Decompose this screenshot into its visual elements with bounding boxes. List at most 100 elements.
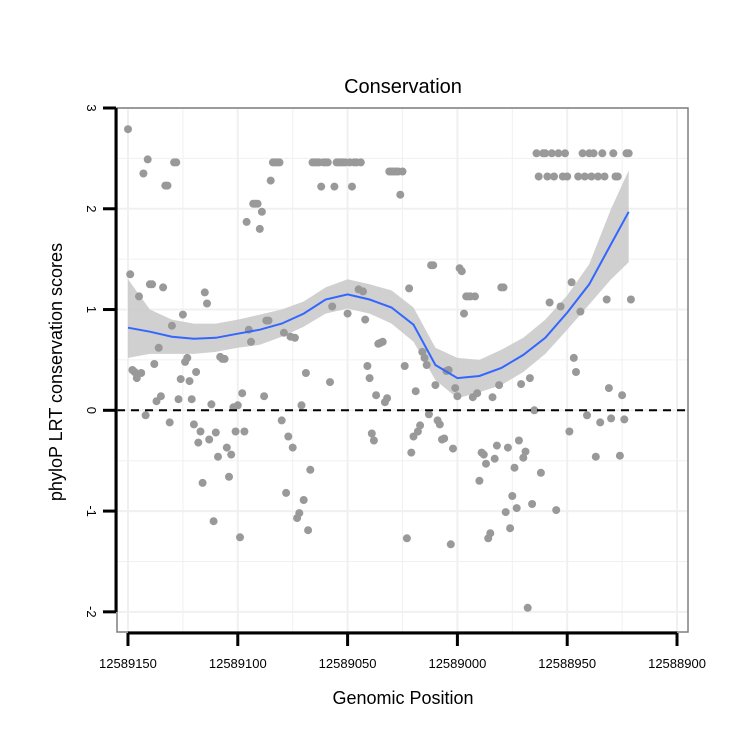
data-point xyxy=(580,172,589,181)
data-point xyxy=(521,447,530,456)
data-point xyxy=(227,450,236,459)
x-tick-label: 12588900 xyxy=(648,656,706,671)
data-point xyxy=(185,377,194,386)
data-point xyxy=(275,158,284,167)
smooth-fit-layer xyxy=(127,211,630,380)
data-point xyxy=(499,283,508,292)
data-point xyxy=(194,438,203,447)
data-point xyxy=(260,392,269,401)
data-point xyxy=(545,298,554,307)
data-point xyxy=(348,182,356,191)
data-point xyxy=(178,310,187,319)
data-point xyxy=(563,172,572,181)
data-point xyxy=(328,302,337,311)
data-point xyxy=(453,392,462,401)
data-point xyxy=(141,411,150,420)
y-tick-label: 3 xyxy=(84,104,99,111)
data-point xyxy=(624,149,633,158)
data-point xyxy=(253,199,262,208)
data-point xyxy=(543,172,552,181)
data-point xyxy=(198,478,207,487)
data-point xyxy=(440,434,449,443)
data-point xyxy=(174,395,183,404)
data-point xyxy=(550,172,558,181)
data-point xyxy=(536,468,545,477)
data-point xyxy=(247,337,255,346)
y-tick-label: 0 xyxy=(84,407,99,414)
data-point xyxy=(422,361,431,369)
data-point xyxy=(225,472,233,481)
confidence-band xyxy=(128,170,629,399)
x-tick-label: 12588950 xyxy=(538,656,596,671)
x-axis-label: Genomic Position xyxy=(332,688,473,708)
data-point xyxy=(143,155,152,164)
data-point xyxy=(266,176,275,185)
data-point xyxy=(519,453,528,462)
data-point xyxy=(372,391,381,400)
data-point xyxy=(607,414,616,423)
data-point xyxy=(618,391,627,400)
data-point xyxy=(200,288,209,297)
data-point xyxy=(457,267,466,276)
data-point xyxy=(508,492,517,500)
data-point xyxy=(534,172,543,181)
data-point xyxy=(510,463,519,472)
data-point xyxy=(124,125,132,134)
data-point xyxy=(183,353,192,362)
data-point xyxy=(532,149,541,158)
data-point xyxy=(137,369,146,377)
data-point xyxy=(471,292,479,301)
data-point xyxy=(222,443,231,452)
data-point xyxy=(214,452,222,461)
data-point xyxy=(378,337,387,346)
data-point xyxy=(431,381,440,390)
y-tick-label: 1 xyxy=(84,306,99,313)
data-point xyxy=(264,316,273,325)
data-point xyxy=(236,533,244,542)
data-point xyxy=(154,343,163,352)
data-point xyxy=(420,353,429,362)
data-point xyxy=(159,283,168,292)
data-point xyxy=(596,418,605,427)
data-point xyxy=(233,401,242,410)
data-point xyxy=(492,441,501,450)
data-point xyxy=(277,416,286,425)
data-point xyxy=(554,149,563,158)
data-point xyxy=(613,172,622,181)
data-point xyxy=(242,217,251,226)
data-point xyxy=(541,149,550,158)
data-point xyxy=(196,427,205,436)
data-point xyxy=(446,540,455,549)
data-point xyxy=(209,517,218,526)
data-point xyxy=(150,360,159,368)
data-point xyxy=(207,400,216,409)
data-point xyxy=(299,496,308,504)
data-point xyxy=(572,368,580,376)
data-point xyxy=(600,172,609,181)
data-point xyxy=(356,158,365,167)
y-tick-label: 2 xyxy=(84,205,99,212)
data-point xyxy=(615,451,624,460)
data-point xyxy=(189,420,198,429)
data-point xyxy=(220,354,229,363)
data-point xyxy=(424,410,433,419)
data-point xyxy=(475,476,484,485)
data-point xyxy=(240,427,249,436)
data-point xyxy=(165,418,174,427)
data-point xyxy=(517,380,526,389)
data-point xyxy=(418,347,427,356)
data-point xyxy=(203,299,211,308)
data-point xyxy=(460,309,468,318)
data-point xyxy=(255,224,264,233)
data-point xyxy=(501,508,510,517)
data-point xyxy=(402,534,411,543)
data-point xyxy=(126,270,135,279)
data-point xyxy=(528,500,537,508)
data-point xyxy=(486,529,495,538)
data-point xyxy=(413,427,422,436)
x-tick-label: 12589050 xyxy=(319,656,377,671)
data-point xyxy=(359,287,367,296)
data-point xyxy=(490,454,499,463)
data-point xyxy=(330,182,339,191)
data-point xyxy=(400,362,409,370)
